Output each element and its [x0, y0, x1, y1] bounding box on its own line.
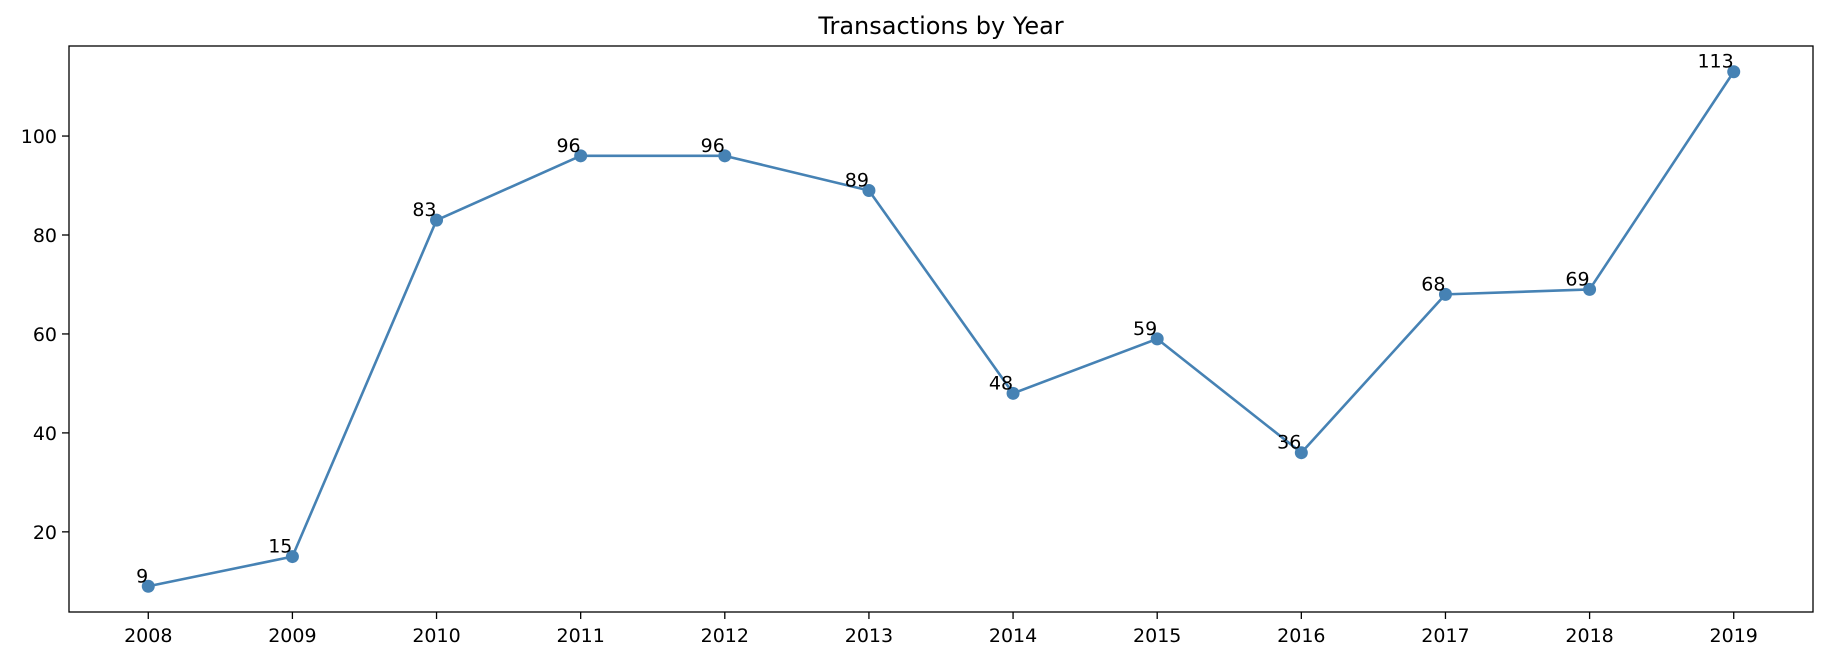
data-point	[574, 149, 588, 163]
plot-area: 20 40 60 80 100 2008 2009 2010 2011 2012 2013 2014 2…	[21, 45, 1814, 647]
x-tick-label: 2009	[268, 625, 316, 647]
data-point	[718, 149, 732, 163]
x-tick-label: 2012	[701, 625, 749, 647]
axes-frame	[68, 45, 1814, 613]
data-label: 68	[1421, 273, 1445, 295]
data-label: 48	[989, 372, 1013, 394]
data-label: 69	[1565, 268, 1589, 290]
data-label: 96	[556, 135, 580, 157]
data-label: 36	[1277, 432, 1301, 454]
data-point	[1150, 332, 1164, 346]
series-line	[148, 71, 1735, 588]
data-label: 113	[1697, 51, 1733, 73]
x-tick-label: 2017	[1421, 625, 1469, 647]
data-point	[1438, 287, 1452, 301]
data-label: 59	[1133, 318, 1157, 340]
y-tick-label: 40	[33, 423, 57, 445]
y-tick-label: 80	[33, 225, 57, 247]
x-tick-label: 2016	[1277, 625, 1325, 647]
x-tick-label: 2014	[989, 625, 1037, 647]
data-point	[141, 579, 155, 593]
x-tick-label: 2011	[556, 625, 604, 647]
data-point	[1727, 65, 1741, 79]
x-tick-label: 2010	[412, 625, 460, 647]
x-tick-label: 2015	[1133, 625, 1181, 647]
data-point	[1006, 386, 1020, 400]
y-tick-label: 100	[21, 126, 57, 148]
data-label: 89	[845, 169, 869, 191]
y-tick-label: 60	[33, 324, 57, 346]
x-tick-label: 2008	[124, 625, 172, 647]
data-label: 96	[701, 135, 725, 157]
data-point	[1583, 282, 1597, 296]
data-point	[430, 213, 444, 227]
data-point	[862, 183, 876, 197]
x-tick-label: 2013	[845, 625, 893, 647]
data-label: 83	[412, 199, 436, 221]
chart-title: Transactions by Year	[817, 12, 1063, 40]
y-tick-label: 20	[33, 522, 57, 544]
data-point	[1294, 446, 1308, 460]
data-point	[285, 550, 299, 564]
x-tick-label: 2018	[1565, 625, 1613, 647]
x-tick-label: 2019	[1710, 625, 1758, 647]
data-label: 9	[136, 565, 148, 587]
data-label: 15	[268, 536, 292, 558]
